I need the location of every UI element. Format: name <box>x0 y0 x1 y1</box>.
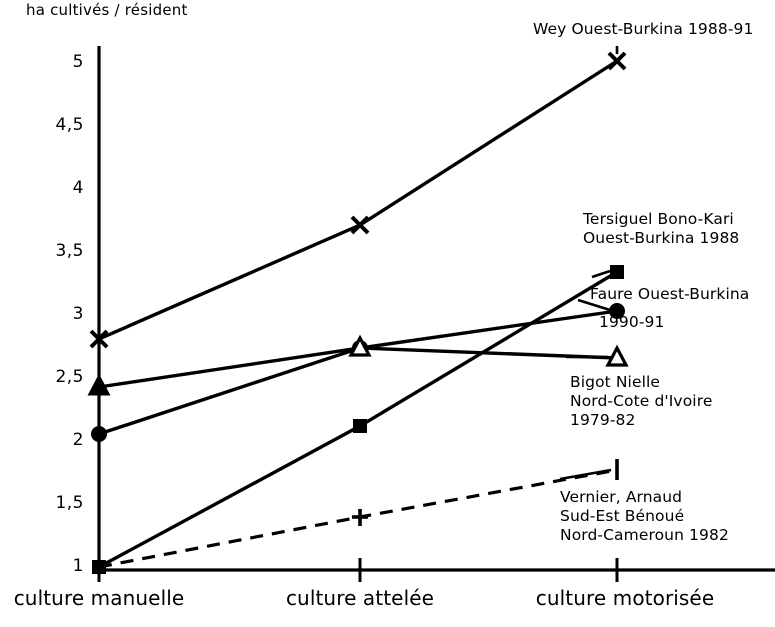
annotation-bigot-line-3: 1979-82 <box>570 411 636 429</box>
annotation-wey-line-1: Wey Ouest-Burkina 1988-91 <box>533 20 754 38</box>
y-tick-5: 5 <box>72 52 84 72</box>
annotation-bigot: Bigot Nielle Nord-Cote d'Ivoire 1979-82 <box>570 373 712 430</box>
leader-vernier <box>559 468 612 481</box>
annotation-wey: Wey Ouest-Burkina 1988-91 <box>533 20 753 39</box>
y-tick-1: 1 <box>72 556 84 576</box>
annotation-leaders <box>559 46 619 481</box>
series-bigot-markers <box>87 334 629 396</box>
annotation-vernier-line-3: Nord-Cameroun 1982 <box>560 526 729 544</box>
x-tick-label-culture-attelee: culture attelée <box>285 586 435 610</box>
leader-tersiguel <box>591 269 611 279</box>
y-tick-4-5: 4,5 <box>55 115 84 135</box>
annotation-tersiguel-line-1: Tersiguel Bono-Kari <box>583 210 734 228</box>
y-axis-tick-labels: 5 4,5 4 3,5 3 2,5 2 1,5 1 <box>0 0 84 627</box>
y-tick-3-5: 3,5 <box>55 241 84 261</box>
y-tick-2-5: 2,5 <box>55 367 84 387</box>
annotation-faure: Faure Ouest-Burkina 1990-91 <box>590 285 749 332</box>
series-wey <box>89 51 627 349</box>
annotation-faure-line-1: Faure Ouest-Burkina <box>590 285 750 303</box>
series-faure-line <box>98 309 618 436</box>
annotation-tersiguel: Tersiguel Bono-Kari Ouest-Burkina 1988 <box>583 210 739 248</box>
series-tersiguel <box>92 265 624 574</box>
annotation-tersiguel-line-2: Ouest-Burkina 1988 <box>583 229 740 247</box>
annotation-bigot-line-1: Bigot Nielle <box>570 373 661 391</box>
y-tick-4: 4 <box>72 178 84 198</box>
x-tick-label-culture-manuelle: culture manuelle <box>13 586 185 610</box>
y-axis-title: ha cultivés / résident <box>26 1 188 19</box>
annotation-bigot-line-2: Nord-Cote d'Ivoire <box>570 392 713 410</box>
series-wey-markers <box>89 51 627 349</box>
y-tick-2: 2 <box>72 430 84 450</box>
annotation-faure-line-2: 1990-91 <box>599 313 665 331</box>
series-bigot <box>87 334 629 396</box>
x-tick-label-culture-motorisee: culture motorisée <box>535 586 715 610</box>
leader-faure <box>577 298 611 312</box>
y-tick-1-5: 1,5 <box>55 493 84 513</box>
series-vernier <box>98 459 619 569</box>
annotation-vernier: Vernier, Arnaud Sud-Est Bénoué Nord-Came… <box>560 488 729 545</box>
annotation-vernier-line-1: Vernier, Arnaud <box>560 488 683 506</box>
y-tick-3: 3 <box>72 304 84 324</box>
series-wey-line <box>98 59 618 341</box>
series-vernier-markers <box>352 459 619 526</box>
annotation-vernier-line-2: Sud-Est Bénoué <box>560 507 685 525</box>
